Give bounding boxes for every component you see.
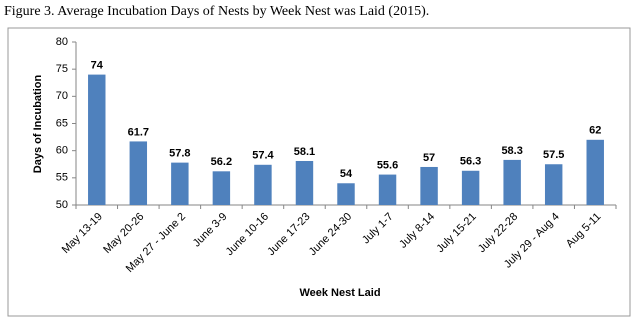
value-label: 57.5	[543, 149, 564, 161]
value-label: 56.3	[460, 156, 481, 168]
y-tick-label: 80	[56, 36, 68, 48]
y-tick-label: 55	[56, 172, 68, 184]
value-label: 57.4	[252, 150, 274, 162]
value-label: 57	[423, 152, 435, 164]
value-label: 62	[589, 125, 601, 137]
bar	[461, 170, 480, 205]
x-tick-label: July 22-28	[476, 211, 520, 255]
bar	[129, 141, 148, 205]
chart-title: Figure 3. Average Incubation Days of Nes…	[4, 4, 429, 19]
bar	[295, 160, 314, 205]
x-tick-label: July 15-21	[434, 211, 478, 255]
value-label: 55.6	[377, 159, 398, 171]
bar	[378, 174, 397, 205]
y-tick-label: 50	[56, 199, 68, 211]
x-tick-label: July 8-14	[397, 211, 437, 251]
y-tick-label: 65	[56, 117, 68, 129]
value-label: 74	[91, 60, 104, 72]
y-axis-title: Days of Incubation	[32, 75, 44, 174]
x-tick-label: June 3-9	[191, 211, 230, 250]
value-label: 54	[340, 168, 353, 180]
bar	[586, 139, 604, 205]
y-tick-label: 75	[56, 63, 68, 75]
x-tick-label: July 1-7	[360, 211, 396, 247]
bar	[420, 166, 438, 205]
value-label: 61.7	[128, 126, 149, 138]
bar	[337, 183, 355, 205]
bar	[254, 164, 272, 205]
y-tick-label: 60	[56, 145, 68, 157]
y-tick-label: 70	[56, 90, 68, 102]
x-tick-label: June 10-16	[224, 211, 271, 258]
value-label: 57.8	[169, 148, 190, 160]
bar	[212, 171, 231, 205]
x-axis-title: Week Nest Laid	[299, 287, 380, 299]
bar	[88, 74, 106, 205]
bar	[544, 164, 563, 205]
value-label: 58.3	[501, 145, 522, 157]
bar	[503, 159, 521, 205]
chart-frame	[7, 27, 631, 317]
bar	[171, 162, 189, 205]
x-tick-label: June 24-30	[307, 211, 354, 258]
value-label: 56.2	[211, 156, 232, 168]
x-tick-label: Aug 5-11	[564, 211, 603, 250]
value-label: 58.1	[294, 146, 315, 158]
x-tick-label: June 17-23	[265, 211, 312, 258]
x-tick-label: May 13-19	[60, 211, 105, 256]
